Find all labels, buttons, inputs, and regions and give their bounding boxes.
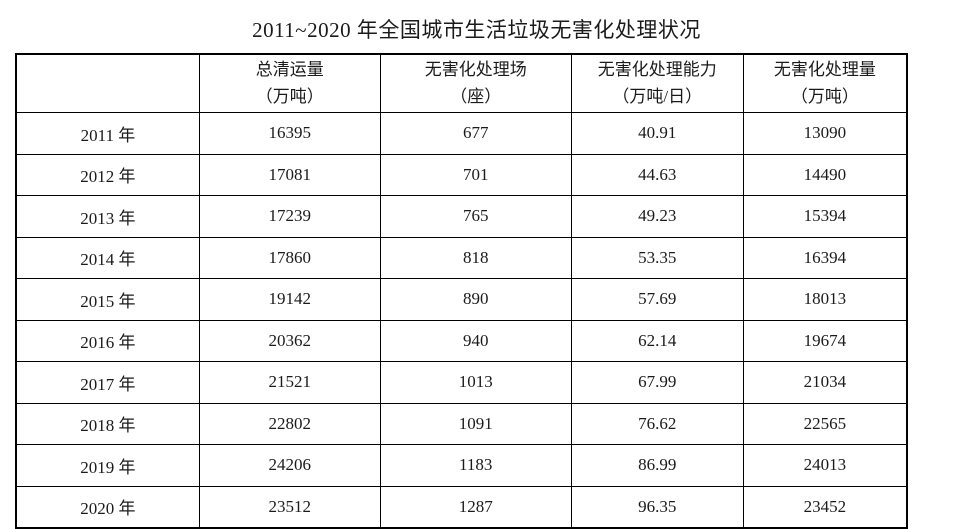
table-row: 2020 年 23512 1287 96.35 23452 bbox=[15, 485, 908, 529]
table-row: 2012 年 17081 701 44.63 14490 bbox=[15, 153, 908, 196]
year-cell: 2013 年 bbox=[15, 195, 200, 238]
value-cell: 17081 bbox=[198, 153, 381, 196]
table-body: 2011 年 16395 677 40.91 13090 2012 年 17081 701 44… bbox=[15, 112, 908, 529]
table-row: 2018 年 22802 1091 76.62 22565 bbox=[15, 402, 908, 445]
waste-treatment-table: 总清运量 （万吨） 无害化处理场 （座） 无害化处理能力 （万吨/日） 无害化处理量 （万吨）… bbox=[15, 53, 908, 529]
value-cell: 17239 bbox=[198, 195, 381, 238]
header-cell-year bbox=[15, 53, 200, 113]
value-cell: 62.14 bbox=[570, 319, 744, 362]
value-cell: 49.23 bbox=[570, 195, 744, 238]
value-cell: 21034 bbox=[742, 361, 908, 404]
year-cell: 2016 年 bbox=[15, 319, 200, 362]
value-cell: 1287 bbox=[379, 485, 572, 529]
header-line: 无害化处理场 bbox=[424, 60, 527, 80]
header-line: （座） bbox=[450, 86, 502, 106]
value-cell: 24206 bbox=[198, 444, 381, 487]
value-cell: 13090 bbox=[742, 112, 908, 155]
value-cell: 1013 bbox=[379, 361, 572, 404]
value-cell: 14490 bbox=[742, 153, 908, 196]
value-cell: 701 bbox=[379, 153, 572, 196]
value-cell: 1091 bbox=[379, 402, 572, 445]
value-cell: 23452 bbox=[742, 485, 908, 529]
value-cell: 890 bbox=[379, 278, 572, 321]
value-cell: 21521 bbox=[198, 361, 381, 404]
value-cell: 940 bbox=[379, 319, 572, 362]
value-cell: 19674 bbox=[742, 319, 908, 362]
table-header: 总清运量 （万吨） 无害化处理场 （座） 无害化处理能力 （万吨/日） 无害化处理量 （万吨） bbox=[15, 53, 908, 113]
page-title: 2011~2020 年全国城市生活垃圾无害化处理状况 bbox=[252, 18, 701, 42]
header-line: 总清运量 bbox=[255, 60, 324, 80]
value-cell: 22802 bbox=[198, 402, 381, 445]
value-cell: 15394 bbox=[742, 195, 908, 238]
year-cell: 2014 年 bbox=[15, 236, 200, 279]
header-line: 无害化处理量 bbox=[773, 60, 876, 80]
header-line: （万吨） bbox=[255, 86, 324, 106]
value-cell: 23512 bbox=[198, 485, 381, 529]
value-cell: 16394 bbox=[742, 236, 908, 279]
value-cell: 19142 bbox=[198, 278, 381, 321]
year-cell: 2017 年 bbox=[15, 361, 200, 404]
value-cell: 818 bbox=[379, 236, 572, 279]
value-cell: 677 bbox=[379, 112, 572, 155]
year-cell: 2020 年 bbox=[15, 485, 200, 529]
year-cell: 2015 年 bbox=[15, 278, 200, 321]
year-cell: 2018 年 bbox=[15, 402, 200, 445]
header-cell-treatment-plants: 无害化处理场 （座） bbox=[379, 53, 572, 113]
value-cell: 57.69 bbox=[570, 278, 744, 321]
table-row: 2019 年 24206 1183 86.99 24013 bbox=[15, 444, 908, 487]
value-cell: 76.62 bbox=[570, 402, 744, 445]
year-cell: 2012 年 bbox=[15, 153, 200, 196]
year-cell: 2019 年 bbox=[15, 444, 200, 487]
year-cell: 2011 年 bbox=[15, 112, 200, 155]
value-cell: 96.35 bbox=[570, 485, 744, 529]
value-cell: 1183 bbox=[379, 444, 572, 487]
table-row: 2013 年 17239 765 49.23 15394 bbox=[15, 195, 908, 238]
header-cell-treatment-volume: 无害化处理量 （万吨） bbox=[742, 53, 908, 113]
value-cell: 20362 bbox=[198, 319, 381, 362]
value-cell: 765 bbox=[379, 195, 572, 238]
table-header-row: 总清运量 （万吨） 无害化处理场 （座） 无害化处理能力 （万吨/日） 无害化处理量 （万吨） bbox=[15, 53, 908, 113]
value-cell: 24013 bbox=[742, 444, 908, 487]
header-line: （万吨/日） bbox=[612, 86, 703, 106]
table-row: 2016 年 20362 940 62.14 19674 bbox=[15, 319, 908, 362]
header-cell-total-collected: 总清运量 （万吨） bbox=[198, 53, 381, 113]
table-row: 2011 年 16395 677 40.91 13090 bbox=[15, 112, 908, 155]
value-cell: 67.99 bbox=[570, 361, 744, 404]
value-cell: 18013 bbox=[742, 278, 908, 321]
table-row: 2017 年 21521 1013 67.99 21034 bbox=[15, 361, 908, 404]
value-cell: 16395 bbox=[198, 112, 381, 155]
table-row: 2014 年 17860 818 53.35 16394 bbox=[15, 236, 908, 279]
value-cell: 53.35 bbox=[570, 236, 744, 279]
value-cell: 22565 bbox=[742, 402, 908, 445]
header-line: （万吨） bbox=[790, 86, 859, 106]
value-cell: 40.91 bbox=[570, 112, 744, 155]
header-line: 无害化处理能力 bbox=[597, 60, 717, 80]
header-cell-treatment-capacity: 无害化处理能力 （万吨/日） bbox=[570, 53, 744, 113]
value-cell: 44.63 bbox=[570, 153, 744, 196]
value-cell: 86.99 bbox=[570, 444, 744, 487]
table-row: 2015 年 19142 890 57.69 18013 bbox=[15, 278, 908, 321]
value-cell: 17860 bbox=[198, 236, 381, 279]
